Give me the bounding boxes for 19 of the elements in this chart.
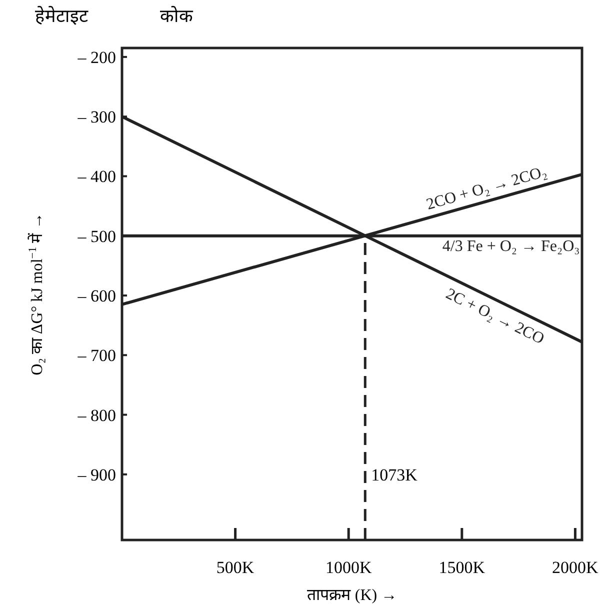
- y-tick-label: – 600: [76, 286, 116, 306]
- y-tick-label: – 900: [76, 465, 116, 484]
- y-tick-label: – 400: [76, 167, 116, 186]
- x-tick-label: 2000K: [552, 558, 600, 577]
- y-tick-label: – 500: [76, 226, 116, 246]
- text: 2CO + O₂ → 2CO₂: [424, 163, 549, 214]
- x-tick-label: 500K: [216, 558, 255, 577]
- y-tick-label: – 800: [76, 406, 116, 425]
- x-axis-title: तापक्रम (K) →: [306, 587, 398, 604]
- series-label: 4/3 Fe + O₂ → Fe₂O₃: [442, 238, 580, 255]
- y-tick-label: – 200: [76, 48, 116, 67]
- text: हेमेटाइट: [35, 5, 89, 27]
- text: कोक: [160, 5, 194, 27]
- annotation: 1073K: [371, 465, 418, 484]
- x-tick-label: 1000K: [325, 558, 372, 577]
- text: 2C + O₂ → 2CO: [443, 285, 547, 348]
- y-tick-label: – 300: [76, 108, 116, 127]
- y-tick-label: – 700: [76, 346, 116, 366]
- x-tick-label: 1500K: [438, 558, 486, 577]
